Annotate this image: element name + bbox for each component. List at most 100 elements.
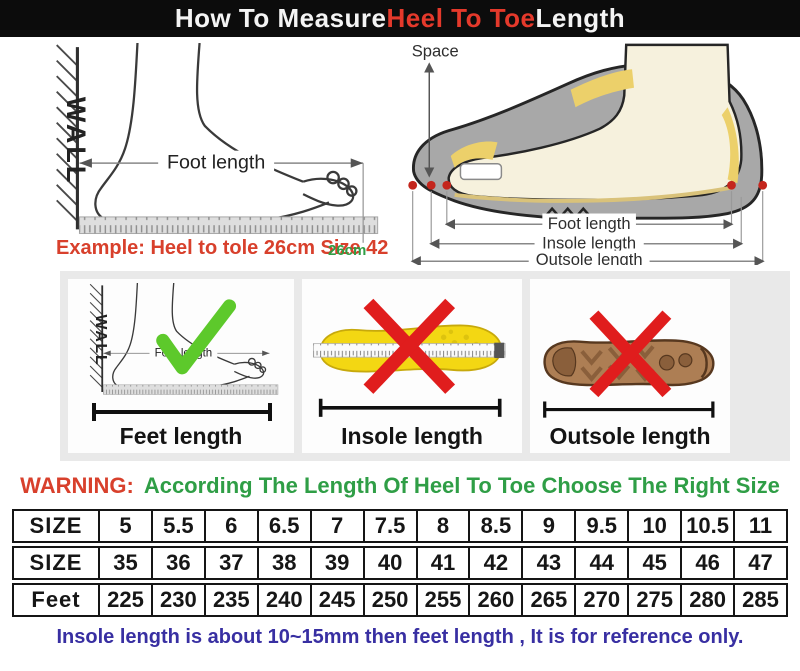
- table-row: SIZE 5 5.5 6 6.5 7 7.5 8 8.5 9 9.5 10 10…: [12, 509, 788, 543]
- insole-diagram: [312, 298, 506, 417]
- size-cell: 46: [680, 546, 736, 580]
- size-cell: 7: [309, 509, 365, 543]
- panel-caption: Insole length: [341, 423, 483, 449]
- panel-caption: Outsole length: [549, 423, 711, 449]
- size-table-row-us: SIZE 5 5.5 6 6.5 7 7.5 8 8.5 9 9.5 10 10…: [12, 509, 788, 543]
- tread-zigzag: [543, 206, 593, 220]
- table-header-cell: SIZE: [12, 509, 100, 543]
- method-panels: WALL Foot length Feet length: [60, 271, 790, 461]
- warning-line: WARNING: According The Length Of Heel To …: [0, 473, 800, 499]
- size-cell: 38: [256, 546, 312, 580]
- size-cell: 6.5: [256, 509, 312, 543]
- insole-length-label: Insole length: [542, 234, 636, 253]
- size-cell: 44: [574, 546, 630, 580]
- size-cell: 11: [733, 509, 788, 543]
- title-highlight: Heel To Toe: [386, 3, 536, 33]
- toe: [247, 357, 256, 366]
- size-table-row-eu: SIZE 35 36 37 38 39 40 41 42 43 44 45 46…: [12, 546, 788, 580]
- size-cell: 41: [415, 546, 471, 580]
- size-cell: 260: [468, 583, 524, 617]
- extension-lines: [412, 191, 764, 262]
- measure-point-dots: [408, 180, 768, 190]
- label-bg: [528, 250, 650, 266]
- foot-length-label: Foot length: [167, 151, 265, 173]
- insole-edge-line: [454, 185, 734, 203]
- foot-wall-diagram: WALL Foot length: [56, 43, 379, 243]
- size-cell: 270: [574, 583, 630, 617]
- cross-icon: [589, 310, 672, 397]
- title-prefix: How To Measure: [174, 3, 387, 33]
- shoe-cross-section-diagram: Space Foot length Insole length Outsole …: [408, 42, 768, 266]
- big-toe: [234, 361, 265, 379]
- size-cell: 37: [203, 546, 259, 580]
- size-cell: 39: [309, 546, 365, 580]
- size-cell: 255: [415, 583, 471, 617]
- wall-hatching: [56, 44, 79, 222]
- size-cell: 6: [203, 509, 259, 543]
- big-toe: [302, 177, 355, 207]
- size-table: SIZE 5 5.5 6 6.5 7 7.5 8 8.5 9 9.5 10 10…: [12, 509, 788, 617]
- arrow-right-icon: [262, 350, 270, 356]
- toe-edge-line: [699, 346, 708, 378]
- wall-hatching: [89, 283, 103, 388]
- table-row: SIZE 35 36 37 38 39 40 41 42 43 44 45 46…: [12, 546, 788, 580]
- example-measurement: 26cm: [328, 242, 367, 259]
- size-cell: 42: [468, 546, 524, 580]
- panel-caption: Feet length: [119, 423, 243, 449]
- panel-outsole-length: Outsole length: [530, 279, 730, 453]
- foot-instep: [171, 282, 235, 365]
- size-cell: 9.5: [574, 509, 630, 543]
- size-cell: 245: [309, 583, 365, 617]
- size-cell: 240: [256, 583, 312, 617]
- toe: [254, 361, 262, 369]
- table-header-cell: SIZE: [12, 546, 100, 580]
- outsole-length-label: Outsole length: [536, 250, 643, 265]
- size-cell: 40: [362, 546, 418, 580]
- size-cell: 43: [521, 546, 577, 580]
- arrow-left-icon: [103, 350, 111, 356]
- size-cell: 47: [733, 546, 788, 580]
- wall-label: WALL: [61, 97, 91, 186]
- toe-padding: [450, 141, 498, 168]
- ruler-ticks: [103, 384, 278, 395]
- check-icon: [156, 299, 237, 375]
- tape-end-clip: [494, 342, 505, 358]
- outsole-diagram: [543, 310, 715, 418]
- foot-outline: [94, 43, 330, 229]
- toe: [326, 170, 340, 185]
- title-suffix: Length: [535, 3, 626, 33]
- arrow-right-icon: [350, 158, 364, 168]
- tread-pattern: [552, 346, 693, 377]
- tongue-padding: [570, 69, 634, 108]
- toe: [337, 177, 350, 191]
- space-label: Space: [412, 42, 459, 61]
- reference-note: Insole length is about 10~15mm then feet…: [56, 626, 744, 648]
- size-cell: 225: [98, 583, 153, 617]
- size-cell: 235: [203, 583, 259, 617]
- measure-instructions: WALL Foot length Spa: [0, 37, 800, 266]
- size-cell: 7.5: [362, 509, 418, 543]
- ruler-ticks: [79, 216, 378, 234]
- size-table-row-feet: Feet 225 230 235 240 245 250 255 260 265…: [12, 583, 788, 617]
- size-cell: 45: [627, 546, 683, 580]
- size-cell: 36: [150, 546, 206, 580]
- size-cell: 10.5: [680, 509, 736, 543]
- example-text: Example: Heel to tole 26cm Size 42: [56, 237, 389, 259]
- size-cell: 8: [415, 509, 471, 543]
- foot-length-label: Foot length: [548, 214, 631, 233]
- table-row: Feet 225 230 235 240 245 250 255 260 265…: [12, 583, 788, 617]
- toe: [345, 185, 358, 197]
- size-cell: 280: [680, 583, 736, 617]
- heel-padding: [721, 107, 739, 184]
- size-cell: 230: [150, 583, 206, 617]
- label-bg: [534, 233, 644, 253]
- size-cell: 250: [362, 583, 418, 617]
- size-cell: 9: [521, 509, 577, 543]
- size-cell: 5.5: [150, 509, 206, 543]
- size-cell: 275: [627, 583, 683, 617]
- arrow-left-icon: [79, 158, 92, 168]
- title-bar: How To Measure Heel To Toe Length: [0, 0, 800, 37]
- table-header-cell: Feet: [12, 583, 100, 617]
- size-cell: 265: [521, 583, 577, 617]
- size-cell: 5: [98, 509, 153, 543]
